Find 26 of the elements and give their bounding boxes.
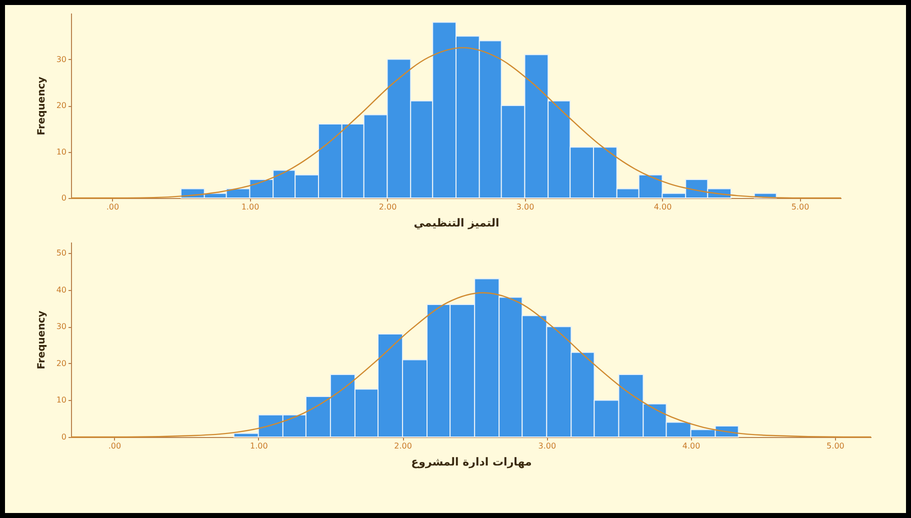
x-tick-label: 4.00 — [682, 442, 700, 450]
y-tick-label: 50 — [56, 248, 66, 258]
x-tick-label: 2.00 — [378, 202, 397, 212]
x-tick-label: 1.00 — [241, 202, 260, 212]
y-tick-label: 20 — [56, 358, 66, 368]
x-tick-label: 2.00 — [394, 442, 412, 450]
x-tick-label: 5.00 — [826, 442, 844, 450]
y-tick-label: 40 — [56, 285, 66, 294]
x-tick-label: 3.00 — [516, 202, 534, 212]
y-tick-label: 10 — [56, 396, 66, 405]
y-tick-label: 20 — [56, 101, 66, 110]
y-axis-title: Frequency — [36, 76, 48, 136]
y-axis-title: Frequency — [36, 310, 48, 370]
y-tick-label: 0 — [61, 194, 66, 202]
x-tick-label: .00 — [106, 202, 120, 212]
y-tick-label: 0 — [61, 432, 66, 442]
x-tick-label: 4.00 — [654, 202, 672, 212]
x-tick-label: 1.00 — [250, 442, 268, 450]
x-tick-label: 3.00 — [538, 442, 556, 450]
y-tick-label: 30 — [56, 322, 66, 332]
x-tick-label: 5.00 — [791, 202, 810, 212]
x-axis-title: التميز التنظيمي — [414, 216, 500, 230]
y-tick-label: 30 — [56, 54, 66, 64]
y-tick-label: 10 — [56, 147, 66, 156]
x-tick-label: .00 — [108, 442, 122, 450]
x-axis-title: مهارات ادارة المشروع — [411, 456, 532, 468]
